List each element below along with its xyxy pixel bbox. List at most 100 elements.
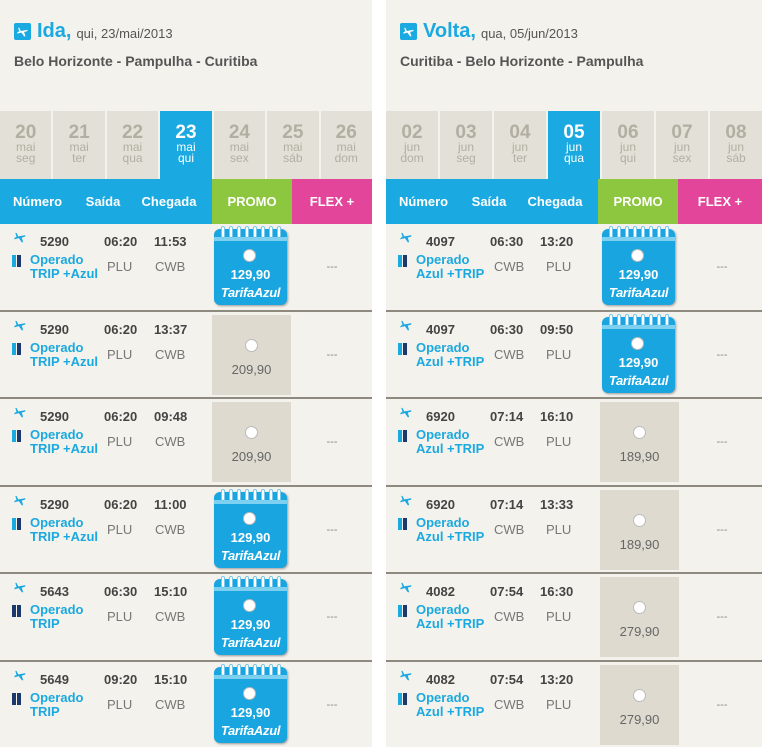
date-month: mai [122,140,143,154]
date-tab-21[interactable]: 21 mai ter [53,111,107,179]
arrival-time: 16:30 [540,584,574,599]
fare-radio[interactable] [243,686,256,700]
flight-list: 4097 06:30 13:20 Operado Azul +TRIP CWB PLU 129… [386,224,762,747]
operator-name: TRIP [30,703,60,719]
departure-time: 07:14 [490,496,524,512]
date-weekday: sáb [283,151,303,165]
promo-fare-option[interactable]: 189,90 [600,489,679,570]
operator-name: Azul +TRIP [416,528,485,544]
operated-by-label: Operado [30,339,84,355]
origin-code: CWB [494,259,525,274]
route-label: Curitiba - Belo Horizonte - Pampulha [400,53,644,69]
flight-row: 5649 09:20 15:10 Operado TRIP PLU CWB 129,90 Tar… [0,661,372,747]
col-arrival: Chegada [527,194,583,209]
flight-number: 5649 [40,671,69,687]
date-day: 02 [401,122,423,143]
flight-row: 6920 07:14 13:33 Operado Azul +TRIP CWB PLU 189… [386,486,762,574]
col-flex: FLEX + [292,179,372,224]
promo-fare-option[interactable]: 129,90 TarifaAzul [212,663,291,745]
fare-radio[interactable] [243,599,256,612]
date-day: 23 [175,122,197,143]
flight-number: 4097 [426,321,455,337]
date-tab-22[interactable]: 22 mai qua [106,111,161,179]
col-number: Número [13,194,63,209]
airline-flag-icon [398,342,408,355]
arrival-time: 15:10 [154,584,188,599]
route-label: Belo Horizonte - Pampulha - Curitiba [14,53,258,69]
plane-icon [398,405,414,419]
arrival-time: 13:37 [154,321,188,337]
promo-fare-option[interactable]: 129,90 TarifaAzul [212,488,291,570]
origin-code: PLU [107,434,133,449]
promo-fare-option[interactable]: 189,90 [600,402,679,482]
plane-icon [12,405,28,419]
fare-radio[interactable] [633,688,646,702]
fare-radio[interactable] [245,338,258,352]
airline-flag-icon [398,604,408,617]
fare-radio[interactable] [243,511,256,525]
destination-code: PLU [546,609,572,624]
date-weekday: sáb [726,151,746,165]
promo-fare-option[interactable]: 279,90 [600,577,679,657]
date-tab-23[interactable]: 23 mai qui [160,111,214,179]
fare-radio[interactable] [631,336,644,350]
flight-number: 4082 [426,671,455,687]
fare-radio[interactable] [243,249,256,262]
date-weekday: ter [512,151,527,165]
date-month: jun [511,140,528,154]
promo-price: 129,90 [230,267,271,282]
date-tab-02[interactable]: 02 jun dom [386,111,440,179]
departure-time: 06:20 [104,321,138,337]
promo-price: 129,90 [230,617,271,632]
promo-fare-option[interactable]: 129,90 TarifaAzul [600,226,679,307]
direction-label: Ida, [37,19,72,42]
col-promo: PROMO [212,179,292,224]
fare-radio[interactable] [633,513,646,527]
date-month: jun [457,140,474,154]
promo-fare-option[interactable]: 129,90 TarifaAzul [212,226,291,307]
tarifa-azul-logo: TarifaAzul [220,547,281,563]
fare-radio[interactable] [633,601,646,614]
fare-radio[interactable] [633,426,646,439]
promo-fare-option[interactable]: 209,90 [212,402,291,482]
tarifa-azul-logo: TarifaAzul [220,285,281,300]
promo-price: 279,90 [619,624,660,639]
outbound-panel: Ida, qui, 23/mai/2013 Belo Horizonte - Pam… [0,0,372,747]
date-tab-07[interactable]: 07 jun sex [656,111,710,179]
promo-fare-option[interactable]: 129,90 TarifaAzul [600,313,679,395]
operator-name: TRIP [30,616,60,631]
origin-code: CWB [494,521,525,537]
promo-price: 189,90 [619,449,660,464]
direction-date: qui, 23/mai/2013 [76,25,173,41]
flight-row: 5290 06:20 11:53 Operado TRIP +Azul PLU CWB 129… [0,224,372,312]
col-departure: Saída [471,194,507,209]
date-tab-08[interactable]: 08 jun sáb [710,111,762,179]
date-tab-20[interactable]: 20 mai seg [0,111,54,179]
destination-code: CWB [155,259,186,274]
date-tab-06[interactable]: 06 jun qui [602,111,656,179]
departure-time: 06:30 [490,321,524,337]
col-departure: Saída [85,194,121,209]
date-tab-04[interactable]: 04 jun ter [494,111,548,179]
date-month: jun [727,140,744,154]
departure-time: 06:20 [104,234,138,249]
promo-price: 209,90 [231,361,272,377]
promo-fare-option[interactable]: 279,90 [600,664,679,745]
tarifa-azul-calendar-icon: 129,90 TarifaAzul [214,576,287,655]
operator-name: TRIP +Azul [30,266,99,281]
promo-price: 129,90 [618,267,659,282]
operated-by-label: Operado [416,427,470,442]
date-tab-03[interactable]: 03 jun seg [440,111,494,179]
date-tab-25[interactable]: 25 mai sáb [267,111,321,179]
date-tab-24[interactable]: 24 mai sex [213,111,268,179]
date-month: mai [16,140,36,154]
date-tab-26[interactable]: 26 mai dom [320,111,372,179]
date-month: jun [403,140,420,154]
fare-radio[interactable] [245,426,258,439]
flex-fare-option: --- [295,227,369,307]
date-tab-05[interactable]: 05 jun qua [548,111,602,179]
promo-fare-option[interactable]: 129,90 TarifaAzul [212,576,291,657]
destination-code: CWB [155,346,186,362]
promo-fare-option[interactable]: 209,90 [212,314,291,395]
fare-radio[interactable] [631,249,644,262]
